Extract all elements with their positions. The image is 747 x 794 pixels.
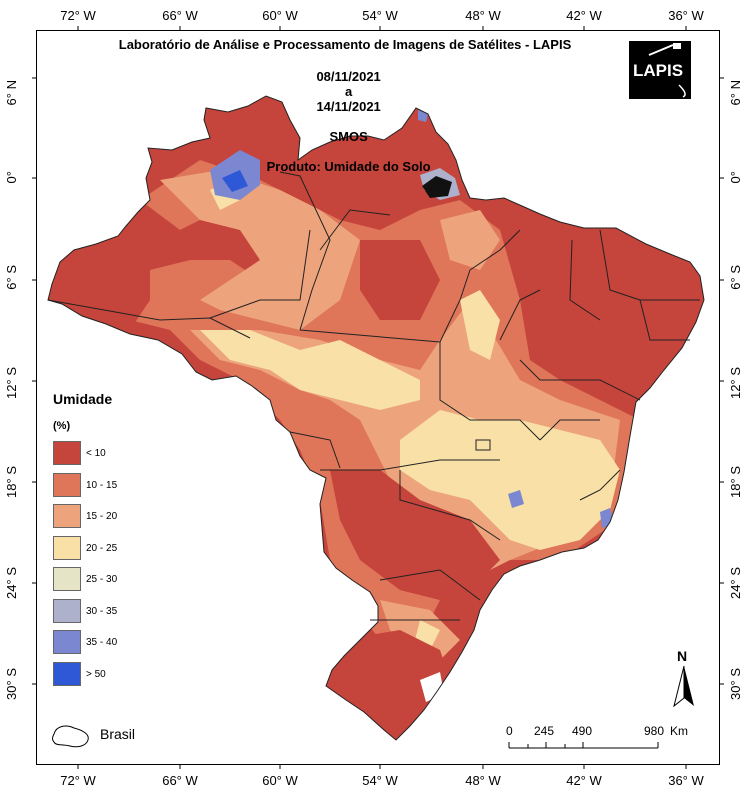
lon-tick-top: 60° W	[262, 8, 298, 23]
legend-swatch	[53, 630, 81, 654]
legend-item: 20 - 25	[53, 535, 253, 562]
lon-tick-bottom: 42° W	[566, 773, 602, 788]
lon-tick-bottom: 36° W	[668, 773, 704, 788]
lon-tick-top: 54° W	[362, 8, 398, 23]
map-title: Laboratório de Análise e Processamento d…	[118, 37, 572, 52]
legend-item: 15 - 20	[53, 504, 253, 530]
legend-label: 35 - 40	[86, 637, 118, 648]
lon-tick-bottom: 54° W	[362, 773, 398, 788]
legend-label: 15 - 20	[86, 511, 118, 522]
scale-unit: Km	[670, 724, 688, 738]
boundary-legend-label: Brasil	[100, 726, 136, 742]
legend-label: < 10	[86, 448, 106, 459]
scale-label: 245	[534, 724, 555, 738]
north-label: N	[677, 648, 688, 664]
marajo-island	[422, 176, 452, 198]
lon-tick-top: 66° W	[162, 8, 198, 23]
legend-item: 25 - 30	[53, 567, 253, 593]
legend-label: > 50	[86, 668, 106, 680]
legend-swatch	[53, 504, 81, 528]
legend-label: 25 - 30	[86, 574, 118, 585]
country-outline	[47, 95, 705, 741]
legend-label: 10 - 15	[86, 479, 118, 491]
legend-label: 20 - 25	[86, 542, 118, 554]
legend-swatch	[53, 661, 81, 686]
scale-bar-line	[508, 742, 659, 749]
lon-tick-top: 36° W	[668, 8, 704, 23]
lon-tick-top: 42° W	[566, 8, 602, 23]
lon-tick-top: 48° W	[465, 8, 501, 23]
legend-swatch	[53, 472, 81, 497]
legend-item: > 50	[53, 661, 253, 688]
period-end: 14/11/2021	[316, 99, 381, 114]
legend-swatch	[53, 441, 81, 465]
legend-item: 10 - 15	[53, 472, 253, 499]
lon-tick-bottom: 60° W	[262, 773, 298, 788]
legend-unit: (%)	[53, 420, 71, 432]
legend-item: < 10	[53, 441, 253, 467]
scale-label: 0	[506, 724, 513, 738]
scale-label: 980	[644, 724, 665, 738]
map-subtitle: 08/11/2021 a 14/11/2021 SMOS Produto: Um…	[0, 54, 690, 174]
sensor-label: SMOS	[329, 129, 368, 144]
brasil-outline-icon	[52, 725, 89, 748]
legend-title: Umidade	[53, 391, 113, 407]
product-label: Produto: Umidade do Solo	[266, 159, 431, 174]
north-arrow-icon	[673, 665, 694, 708]
moisture-classes	[48, 96, 704, 740]
satellite-icon	[648, 43, 686, 98]
lon-tick-top: 72° W	[60, 8, 96, 23]
legend-swatch	[53, 598, 81, 623]
legend-label: 30 - 35	[86, 605, 118, 617]
scale-label: 490	[572, 724, 593, 738]
period-separator: a	[345, 84, 353, 99]
legend-item: 30 - 35	[53, 598, 253, 625]
lon-tick-bottom: 72° W	[60, 773, 96, 788]
legend-swatch	[53, 535, 81, 560]
lon-tick-bottom: 66° W	[162, 773, 198, 788]
lapis-logo: LAPIS	[629, 41, 691, 99]
lon-tick-bottom: 48° W	[465, 773, 501, 788]
state-boundaries	[47, 171, 700, 621]
legend-item: 35 - 40	[53, 630, 253, 656]
period-start: 08/11/2021	[316, 69, 381, 84]
legend-swatch	[53, 567, 81, 591]
logo-text: LAPIS	[633, 61, 684, 80]
